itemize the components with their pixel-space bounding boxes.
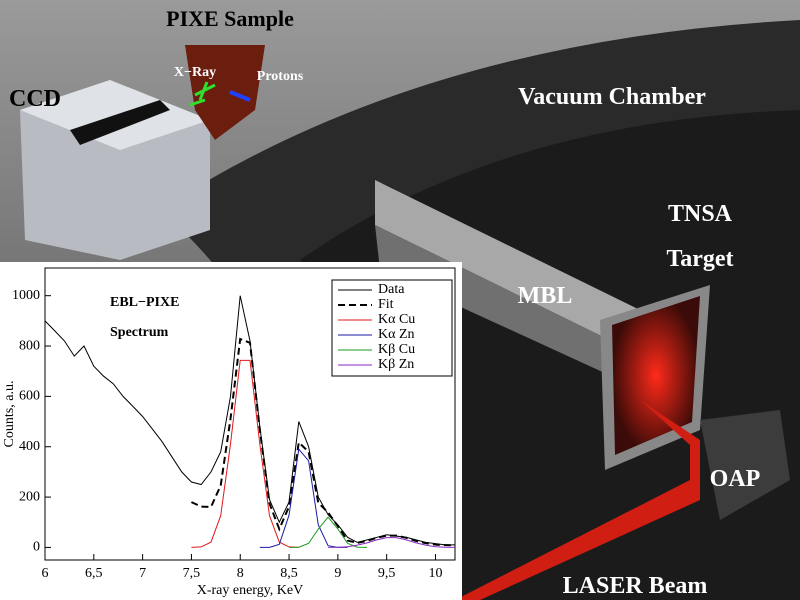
- x-axis-label: X-ray energy, KeV: [197, 583, 304, 598]
- series-line: [44, 295, 455, 546]
- annotation: Spectrum: [110, 325, 169, 340]
- xray-arrows: [189, 81, 216, 107]
- y-tick-label: 600: [19, 389, 40, 404]
- scene-label: PIXE Sample: [166, 6, 294, 31]
- y-tick-label: 1000: [12, 288, 40, 303]
- pixe-sample: [185, 45, 265, 140]
- legend-label: Kα Cu: [378, 312, 415, 327]
- scene-label: X−Ray: [174, 65, 216, 80]
- legend-label: Kβ Zn: [378, 357, 414, 372]
- inset-chart: EBL−PIXE Spectrum X-ray energy, KeV Coun…: [0, 262, 462, 600]
- y-tick-label: 200: [19, 489, 40, 504]
- laser-beam: [455, 400, 700, 600]
- scene-label: Protons: [257, 69, 304, 84]
- x-tick-label: 6,5: [85, 566, 103, 581]
- legend-box: [331, 279, 453, 377]
- legend-label: Fit: [378, 297, 394, 312]
- annotation: EBL−PIXE: [110, 295, 179, 310]
- scene-label: CCD: [9, 86, 61, 112]
- x-tick-label: 10: [428, 566, 442, 581]
- target: [612, 296, 700, 455]
- x-tick-label: 9,5: [378, 566, 396, 581]
- scene-label: TNSA: [668, 201, 733, 227]
- legend-label: Data: [378, 282, 405, 297]
- series-line: [191, 359, 299, 548]
- series-line: [190, 337, 456, 547]
- series-line: [328, 537, 456, 548]
- x-tick-label: 9: [334, 566, 341, 581]
- series-line: [259, 448, 348, 548]
- scene-label: Target: [666, 246, 733, 272]
- x-tick-label: 7: [139, 566, 146, 581]
- ccd-slot: [70, 100, 170, 145]
- y-tick-label: 0: [33, 540, 40, 555]
- x-tick-label: 8: [237, 566, 244, 581]
- y-tick-label: 800: [19, 338, 40, 353]
- y-axis-label: Counts, a.u.: [2, 381, 17, 448]
- scene-label: Vacuum Chamber: [518, 84, 706, 110]
- oap-mirror: [700, 410, 790, 520]
- plot-frame: [44, 267, 456, 561]
- scene-label: MBL: [518, 283, 573, 309]
- x-tick-label: 6: [42, 566, 49, 581]
- mbl-tube-top: [375, 180, 640, 350]
- x-tick-label: 7,5: [183, 566, 201, 581]
- legend-label: Kβ Cu: [378, 342, 415, 357]
- y-tick-label: 400: [19, 439, 40, 454]
- scene-label: OAP: [710, 466, 761, 492]
- scene-label: LASER Beam: [563, 573, 708, 599]
- legend-label: Kα Zn: [378, 327, 415, 342]
- proton-arrow: [229, 90, 251, 102]
- x-tick-label: 8,5: [280, 566, 298, 581]
